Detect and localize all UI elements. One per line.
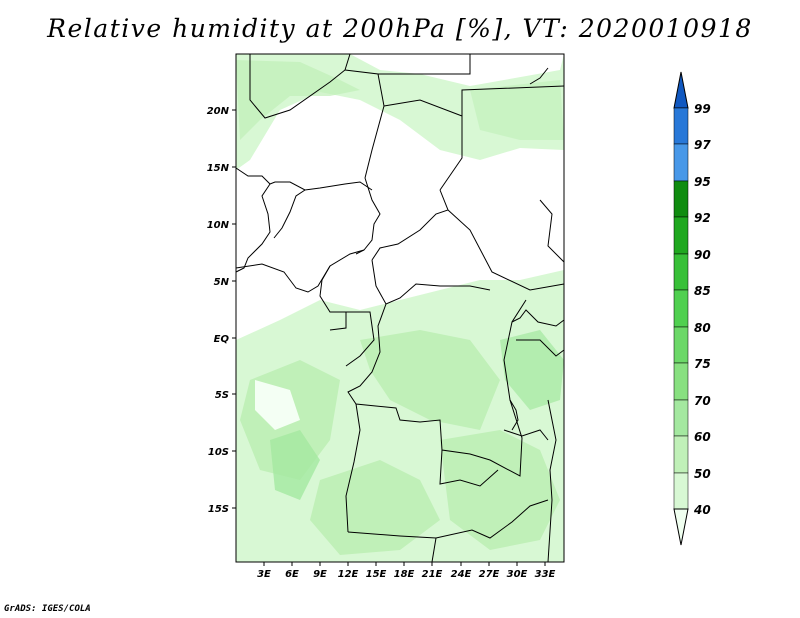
map-frame [235, 53, 565, 563]
lon-label-18e: 18E [394, 569, 415, 580]
grads-credit: GrADS: IGES/COLA [4, 604, 91, 614]
colorbar-segment-95-97 [673, 143, 689, 182]
colorbar-label-70: 70 [694, 394, 711, 408]
colorbar-label-90: 90 [694, 248, 711, 262]
shading-south-inner-2 [360, 330, 500, 430]
shading-south-inner-5 [270, 430, 320, 500]
colorbar-segment-80-85 [673, 289, 689, 328]
lon-label-30e: 30E [507, 569, 528, 580]
colorbar-label-80: 80 [694, 321, 711, 335]
colorbar-label-50: 50 [694, 467, 711, 481]
lon-label-27e: 27E [479, 569, 500, 580]
lon-label-12e: 12E [338, 569, 359, 580]
colorbar-label-97: 97 [694, 138, 711, 152]
lon-label-15e: 15E [366, 569, 387, 580]
humidity-shading [236, 54, 564, 562]
lon-tick: 9E [313, 562, 327, 580]
shading-ne [470, 80, 564, 140]
lat-label-5s: 5S [215, 390, 229, 401]
lat-axis: 20N 15N 10N 5N EQ 5S 10S 15S [207, 106, 236, 515]
shading-south-clear [255, 380, 300, 430]
colorbar: 99 97 95 92 90 85 80 75 70 60 50 40 [673, 71, 711, 546]
colorbar-label-95: 95 [694, 175, 711, 189]
colorbar-segment-70-75 [673, 362, 689, 401]
lon-tick: 6E [285, 562, 299, 580]
lon-tick: 15E [366, 562, 387, 580]
lat-tick: 20N [207, 106, 236, 117]
shading-south-inner-4 [440, 430, 560, 550]
lon-tick: 27E [479, 562, 500, 580]
colorbar-segment-90-92 [673, 216, 689, 255]
shading-north-inner [236, 60, 360, 140]
lat-tick: 10S [208, 447, 236, 458]
lon-label-6e: 6E [285, 569, 299, 580]
colorbar-label-92: 92 [694, 211, 711, 225]
lon-tick: 24E [451, 562, 472, 580]
lat-tick: EQ [214, 334, 236, 345]
colorbar-bottom-arrow [673, 508, 689, 546]
colorbar-segment-75-80 [673, 326, 689, 364]
colorbar-segment-40-50 [673, 472, 689, 510]
lat-label-10s: 10S [208, 447, 229, 458]
colorbar-segment-60-70 [673, 399, 689, 437]
colorbar-label-85: 85 [694, 284, 711, 298]
map-title: Relative humidity at 200hPa [%], VT: 202… [47, 14, 753, 43]
lat-tick: 5N [214, 277, 236, 288]
lon-tick: 12E [338, 562, 359, 580]
lat-label-10n: 10N [207, 220, 230, 231]
shading-south-inner-6 [500, 330, 564, 410]
country-borders [235, 53, 565, 563]
colorbar-top-arrow [673, 71, 689, 109]
lon-tick: 3E [257, 562, 271, 580]
lon-label-3e: 3E [257, 569, 271, 580]
colorbar-segment-92-95 [673, 180, 689, 218]
lon-label-24e: 24E [451, 569, 472, 580]
lat-tick: 5S [215, 390, 236, 401]
lat-label-20n: 20N [207, 106, 230, 117]
lat-tick: 15S [208, 504, 236, 515]
map-area [235, 53, 565, 563]
lat-tick: 15N [207, 163, 236, 174]
lon-axis: 3E 6E 9E 12E 15E 18E 21E 24E 27E 30E 33E [257, 562, 556, 580]
lat-tick: 10N [207, 220, 236, 231]
colorbar-label-60: 60 [694, 430, 711, 444]
colorbar-segment-50-60 [673, 435, 689, 474]
lat-label-eq: EQ [214, 334, 230, 345]
lat-label-5n: 5N [214, 277, 230, 288]
colorbar-label-99: 99 [694, 102, 711, 116]
lon-tick: 18E [394, 562, 415, 580]
lat-label-15s: 15S [208, 504, 229, 515]
lon-label-33e: 33E [535, 569, 556, 580]
colorbar-segment-97-99 [673, 107, 689, 145]
colorbar-segment-85-90 [673, 253, 689, 291]
lon-label-9e: 9E [313, 569, 327, 580]
lon-tick: 30E [507, 562, 528, 580]
lat-label-15n: 15N [207, 163, 230, 174]
colorbar-label-75: 75 [694, 357, 711, 371]
lon-tick: 21E [422, 562, 443, 580]
lon-label-21e: 21E [422, 569, 443, 580]
shading-south-inner-3 [310, 460, 440, 555]
colorbar-label-40: 40 [693, 503, 711, 517]
lon-tick: 33E [535, 562, 556, 580]
